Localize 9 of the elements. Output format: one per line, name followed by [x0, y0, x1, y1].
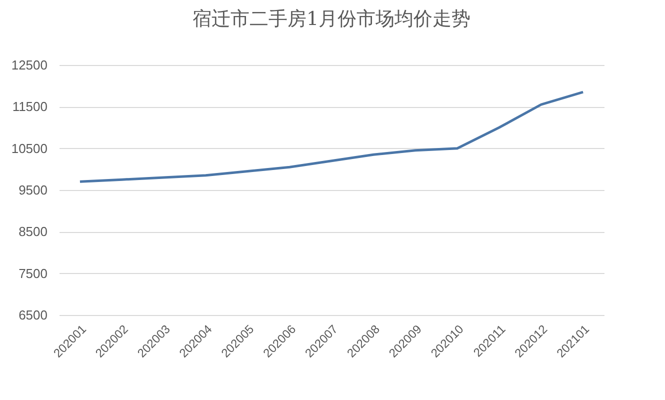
y-tick-label: 7500 [18, 266, 48, 281]
y-tick-label: 9500 [18, 182, 48, 198]
y-tick-label: 10500 [11, 140, 48, 156]
y-tick-label: 8500 [18, 224, 48, 240]
chart-title: 宿迁市二手房1月份市场均价走势 [192, 8, 471, 30]
line-series [78, 90, 584, 183]
y-tick-label: 11500 [12, 99, 48, 114]
y-tick-label: 6500 [18, 308, 48, 322]
y-tick-label: 12500 [11, 58, 48, 72]
